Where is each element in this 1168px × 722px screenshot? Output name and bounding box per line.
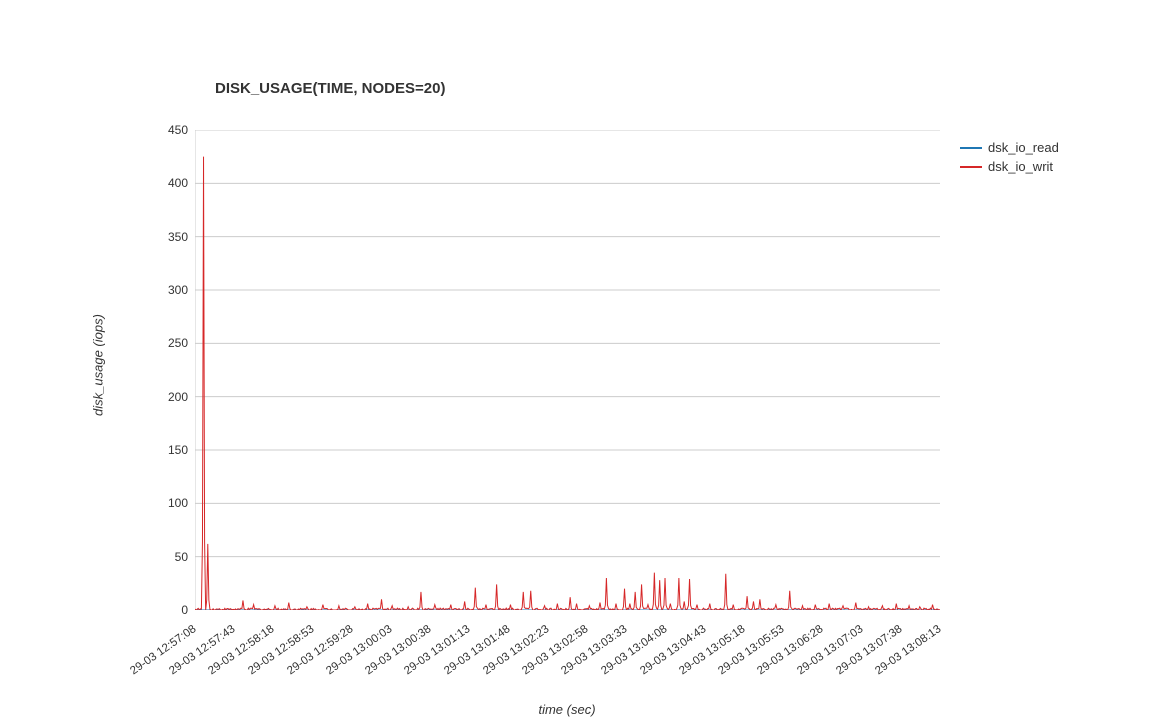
x-tick-label: 29-03 13:04:43 <box>638 623 708 677</box>
chart-title: DISK_USAGE(TIME, NODES=20) <box>215 80 445 97</box>
legend-item-read: dsk_io_read <box>960 140 1059 155</box>
chart-container: DISK_USAGE(TIME, NODES=20) disk_usage (i… <box>0 0 1168 722</box>
legend-label-read: dsk_io_read <box>988 140 1059 155</box>
x-tick-label: 29-03 12:57:08 <box>128 623 198 677</box>
y-tick-label: 150 <box>148 443 188 457</box>
legend: dsk_io_read dsk_io_writ <box>960 140 1059 178</box>
y-tick-label: 450 <box>148 123 188 137</box>
legend-item-writ: dsk_io_writ <box>960 159 1059 174</box>
y-tick-label: 0 <box>148 603 188 617</box>
y-tick-label: 400 <box>148 176 188 190</box>
y-tick-label: 250 <box>148 336 188 350</box>
plot-area <box>195 130 940 610</box>
y-tick-label: 200 <box>148 390 188 404</box>
y-tick-label: 50 <box>148 550 188 564</box>
y-tick-label: 300 <box>148 283 188 297</box>
legend-swatch-writ <box>960 166 982 168</box>
legend-swatch-read <box>960 147 982 149</box>
series-dsk_io_writ <box>195 157 940 610</box>
x-axis-label: time (sec) <box>538 702 595 717</box>
y-tick-label: 350 <box>148 230 188 244</box>
y-axis-label: disk_usage (iops) <box>91 314 106 416</box>
x-tick-label: 29-03 13:07:38 <box>834 623 904 677</box>
x-tick-label: 29-03 12:59:28 <box>285 623 355 677</box>
legend-label-writ: dsk_io_writ <box>988 159 1053 174</box>
y-tick-label: 100 <box>148 496 188 510</box>
